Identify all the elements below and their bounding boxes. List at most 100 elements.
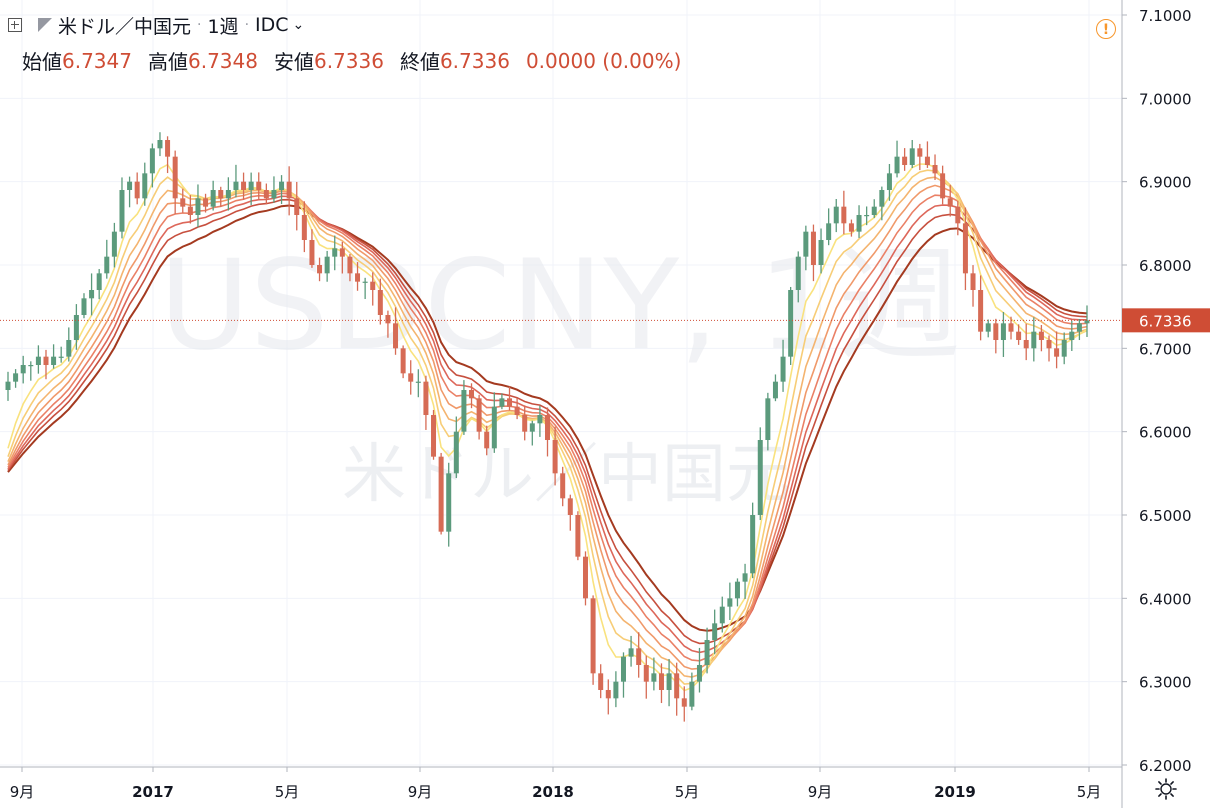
y-tick-label: 6.8000 xyxy=(1139,257,1192,275)
last-price-label: 6.7336 xyxy=(1139,312,1192,330)
candle xyxy=(522,405,528,441)
candle xyxy=(613,671,619,708)
candle xyxy=(810,224,816,282)
low-label: 安値 xyxy=(273,50,314,74)
candle xyxy=(666,659,672,707)
candle xyxy=(286,166,292,216)
candle xyxy=(51,344,57,369)
symbol-row: 米ドル／中国元 · 1週 · IDC ⌄ xyxy=(8,12,304,38)
candle xyxy=(940,165,946,205)
candle xyxy=(917,143,923,171)
candle xyxy=(157,132,163,157)
candle xyxy=(187,195,193,224)
candle xyxy=(765,392,771,451)
candle xyxy=(658,663,664,704)
x-tick-label: 9月 xyxy=(408,783,433,801)
source-label[interactable]: IDC xyxy=(255,14,289,36)
time-axis[interactable]: 9月 2017 5月 9月 2018 5月 9月 2019 5月 xyxy=(10,767,1102,801)
watermark: USDCNY, 1週 米ドル／中国元 xyxy=(159,234,961,512)
candle xyxy=(362,277,368,300)
candle xyxy=(628,635,634,667)
candle xyxy=(339,241,345,274)
candle xyxy=(1061,332,1067,365)
candle xyxy=(788,286,794,366)
x-tick-label: 9月 xyxy=(10,783,35,801)
x-tick-label: 5月 xyxy=(675,783,700,801)
candle xyxy=(582,551,588,606)
candle xyxy=(620,652,626,698)
candle xyxy=(575,511,581,561)
x-tick-label: 9月 xyxy=(808,783,833,801)
close-label: 終値 xyxy=(399,50,440,74)
flag-icon[interactable] xyxy=(38,18,52,32)
candle xyxy=(408,360,414,395)
candle xyxy=(1023,323,1029,361)
close-value: 6.7336 xyxy=(439,48,510,73)
candle xyxy=(886,163,892,201)
candle xyxy=(355,262,361,291)
candle xyxy=(507,386,513,411)
candle xyxy=(309,229,315,268)
candle xyxy=(864,206,870,226)
watermark-name: 米ドル／中国元 xyxy=(342,438,790,512)
candle xyxy=(696,647,702,693)
candle xyxy=(438,452,444,535)
candle xyxy=(13,369,19,388)
candle xyxy=(514,398,520,420)
candle xyxy=(1054,331,1060,369)
candle xyxy=(256,172,262,200)
candle xyxy=(377,278,383,325)
price-axis[interactable]: 7.1000 7.0000 6.9000 6.8000 6.7000 6.6000 6.50… xyxy=(1122,7,1192,775)
candle xyxy=(750,502,756,579)
candle xyxy=(818,228,824,274)
candle xyxy=(218,186,224,208)
candle xyxy=(674,662,680,716)
candle xyxy=(978,275,984,341)
candle xyxy=(81,293,87,319)
y-tick-label: 6.2000 xyxy=(1139,757,1192,775)
candle xyxy=(795,251,801,303)
candle xyxy=(210,180,216,211)
candle xyxy=(537,405,543,437)
plus-box-icon[interactable] xyxy=(8,18,22,32)
candle xyxy=(590,595,596,685)
interval-label[interactable]: 1週 xyxy=(207,15,239,38)
separator-dot: · xyxy=(244,17,250,33)
candle xyxy=(727,582,733,620)
candle xyxy=(902,148,908,171)
candle xyxy=(134,172,140,205)
candle xyxy=(43,349,49,380)
symbol-name[interactable]: 米ドル／中国元 xyxy=(58,15,192,38)
y-tick-label: 6.5000 xyxy=(1139,507,1192,525)
candle xyxy=(1046,335,1052,362)
candle xyxy=(248,172,254,206)
candle xyxy=(370,272,376,306)
candle xyxy=(560,466,566,507)
candle xyxy=(431,409,437,460)
candle xyxy=(89,273,95,316)
grid-lines xyxy=(0,0,1122,767)
candle xyxy=(947,184,953,217)
low-value: 6.7336 xyxy=(313,48,384,73)
gear-icon[interactable] xyxy=(1154,777,1178,801)
candle xyxy=(1069,320,1075,352)
candle xyxy=(1038,325,1044,352)
candle xyxy=(552,426,558,486)
candle xyxy=(499,393,505,410)
candle xyxy=(332,235,338,271)
candle xyxy=(529,420,535,446)
candle xyxy=(879,186,885,221)
candle xyxy=(317,257,323,282)
exclamation-circle-icon[interactable]: ! xyxy=(1096,19,1116,39)
candle xyxy=(195,184,201,228)
y-tick-label: 6.6000 xyxy=(1139,424,1192,442)
candle xyxy=(955,200,961,236)
candle xyxy=(757,427,763,521)
candle xyxy=(909,139,915,168)
y-tick-label: 6.7000 xyxy=(1139,340,1192,358)
candlesticks xyxy=(5,132,1090,722)
chevron-down-icon[interactable]: ⌄ xyxy=(292,17,305,33)
x-tick-label: 2019 xyxy=(934,783,976,801)
candle xyxy=(1016,324,1022,345)
